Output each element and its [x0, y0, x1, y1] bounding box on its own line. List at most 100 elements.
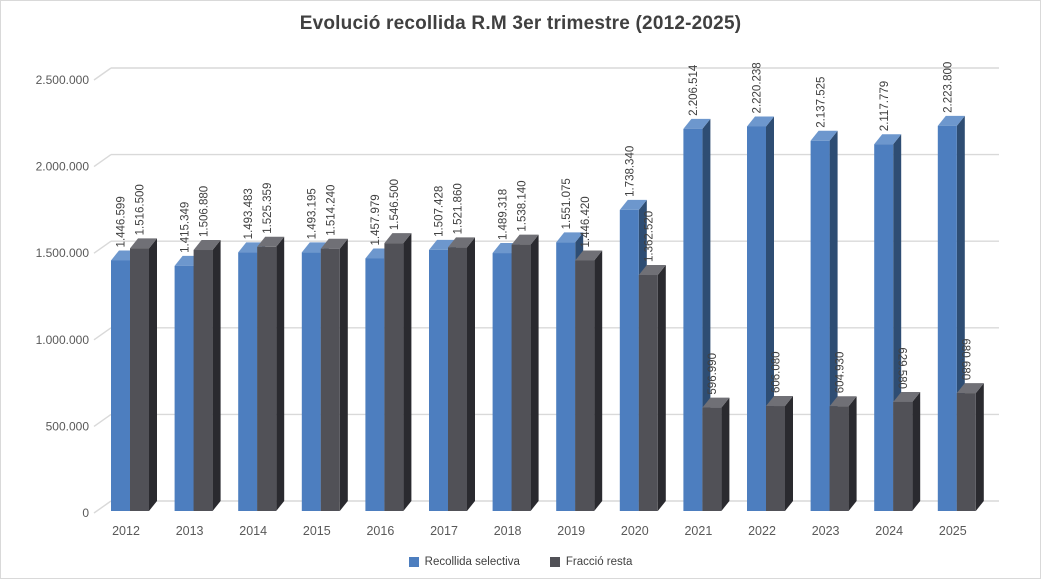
- bar-Fracció resta-2022: [766, 406, 785, 511]
- bar-top-Recollida selectiva-2024: [874, 134, 902, 145]
- bar-Recollida selectiva-2012: [111, 260, 130, 511]
- data-label-Recollida selectiva-2014: 1.493.483: [243, 188, 255, 239]
- bar-Fracció resta-2019: [575, 260, 595, 511]
- gridline-side-tick: [93, 67, 112, 81]
- data-label-Fracció resta-2019: 1.446.420: [580, 196, 592, 247]
- bar-Recollida selectiva-2025: [937, 125, 957, 512]
- bar-top-Fracció resta-2012: [130, 238, 157, 249]
- data-label-Fracció resta-2014: 1.525.359: [262, 183, 274, 234]
- x-axis-category-label: 2021: [684, 524, 712, 538]
- x-axis-category-label: 2018: [494, 524, 522, 538]
- bar-top-Fracció resta-2025: [956, 383, 984, 394]
- x-axis-category-label: 2023: [812, 524, 840, 538]
- legend-swatch-recollida-selectiva: [408, 557, 419, 567]
- bar-top-Fracció resta-2013: [193, 240, 221, 251]
- data-label-Fracció resta-2013: 1.506.880: [198, 186, 210, 237]
- bar-side-Fracció resta-2016: [403, 233, 412, 512]
- x-axis-category-label: 2013: [176, 524, 204, 538]
- bar-side-Fracció resta-2023: [848, 396, 857, 511]
- bar-Fracció resta-2021: [702, 407, 722, 511]
- data-label-Fracció resta-2025: 680.680: [959, 339, 971, 381]
- y-axis-tick-label: 2.500.000: [36, 73, 90, 87]
- bar-side-Fracció resta-2014: [276, 236, 285, 512]
- data-label-Recollida selectiva-2016: 1.457.979: [370, 194, 382, 245]
- y-axis-tick-label: 2.000.000: [36, 160, 90, 174]
- bar-top-Recollida selectiva-2023: [810, 130, 838, 141]
- bar-side-Fracció resta-2013: [212, 240, 221, 512]
- bar-top-Fracció resta-2023: [829, 396, 857, 407]
- bar-Fracció resta-2020: [638, 275, 658, 511]
- bar-top-Recollida selectiva-2021: [683, 118, 711, 129]
- bar-side-Fracció resta-2022: [785, 396, 793, 511]
- data-label-Fracció resta-2023: 604.930: [834, 352, 846, 394]
- gridline-side-tick: [93, 154, 112, 168]
- legend: Recollida selectiva Fracció resta: [1, 556, 1040, 568]
- gridline-side-tick: [93, 413, 112, 427]
- data-label-Fracció resta-2020: 1.362.520: [644, 211, 656, 262]
- data-label-Recollida selectiva-2023: 2.137.525: [815, 77, 827, 128]
- legend-label-fraccio-resta: Fracció resta: [565, 556, 633, 568]
- data-label-Fracció resta-2024: 629.580: [896, 347, 908, 389]
- data-label-Recollida selectiva-2017: 1.507.428: [434, 186, 446, 237]
- bar-Recollida selectiva-2018: [492, 253, 512, 512]
- x-axis-category-label: 2015: [303, 524, 331, 538]
- data-label-Fracció resta-2022: 606.080: [771, 351, 783, 393]
- bar-top-Fracció resta-2015: [320, 238, 348, 249]
- data-label-Recollida selectiva-2015: 1.493.195: [307, 188, 319, 239]
- x-axis-category-label: 2020: [621, 524, 649, 538]
- y-axis-tick-label: 1.000.000: [36, 333, 90, 347]
- x-axis-category-label: 2019: [557, 524, 585, 538]
- x-axis-category-label: 2012: [112, 524, 140, 538]
- bar-Fracció resta-2016: [384, 243, 404, 512]
- bar-Fracció resta-2018: [511, 244, 531, 511]
- bar-Fracció resta-2017: [448, 247, 467, 511]
- y-axis-tick-label: 0: [82, 506, 89, 520]
- bar-side-Fracció resta-2025: [975, 383, 984, 511]
- gridline-side-tick: [93, 240, 112, 254]
- data-label-Recollida selectiva-2013: 1.415.349: [179, 202, 191, 253]
- bar-Fracció resta-2015: [320, 248, 340, 511]
- bar-top-Fracció resta-2024: [893, 391, 921, 402]
- bar-top-Recollida selectiva-2020: [619, 199, 647, 210]
- x-axis-category-label: 2017: [430, 524, 458, 538]
- bar-Fracció resta-2024: [893, 401, 913, 511]
- y-axis-tick-label: 1.500.000: [36, 246, 90, 260]
- data-label-Recollida selectiva-2025: 2.223.800: [943, 62, 955, 113]
- data-label-Recollida selectiva-2012: 1.446.599: [116, 196, 128, 247]
- legend-item-recollida-selectiva: Recollida selectiva: [408, 556, 520, 568]
- bar-side-Fracció resta-2012: [149, 238, 157, 511]
- bar-side-Fracció resta-2024: [912, 391, 921, 511]
- legend-item-fraccio-resta: Fracció resta: [549, 556, 633, 568]
- bar-Recollida selectiva-2019: [556, 242, 576, 511]
- bar-Recollida selectiva-2014: [238, 252, 258, 512]
- bar-side-Fracció resta-2015: [339, 238, 348, 511]
- y-axis-tick-label: 500.000: [46, 419, 90, 433]
- bar-Recollida selectiva-2016: [365, 258, 385, 511]
- data-label-Recollida selectiva-2020: 1.738.340: [625, 146, 637, 197]
- bar-Recollida selectiva-2020: [619, 209, 639, 512]
- bar-top-Fracció resta-2020: [638, 265, 666, 276]
- bar-top-Recollida selectiva-2022: [747, 116, 774, 127]
- x-axis-category-label: 2025: [939, 524, 967, 538]
- bar-side-Fracció resta-2021: [721, 397, 730, 511]
- legend-label-recollida-selectiva: Recollida selectiva: [424, 556, 520, 568]
- bar-top-Recollida selectiva-2019: [556, 232, 584, 243]
- bar-Recollida selectiva-2022: [747, 126, 766, 512]
- x-axis-category-label: 2014: [239, 524, 267, 538]
- bar-Recollida selectiva-2015: [301, 252, 321, 511]
- data-label-Recollida selectiva-2024: 2.117.779: [879, 81, 891, 131]
- data-label-Recollida selectiva-2022: 2.220.238: [752, 62, 764, 113]
- bar-top-Fracció resta-2016: [384, 233, 412, 244]
- bar-side-Fracció resta-2020: [657, 265, 666, 511]
- bar-top-Recollida selectiva-2025: [937, 115, 965, 126]
- data-label-Fracció resta-2016: 1.546.500: [389, 179, 401, 230]
- bar-Recollida selectiva-2023: [810, 140, 830, 511]
- bar-Recollida selectiva-2017: [429, 249, 448, 512]
- gridline-side-tick: [93, 500, 112, 514]
- bar-Fracció resta-2012: [130, 248, 149, 511]
- bar-Fracció resta-2014: [257, 246, 277, 512]
- data-label-Recollida selectiva-2019: 1.551.075: [561, 178, 573, 229]
- gridline-side-tick: [93, 327, 112, 341]
